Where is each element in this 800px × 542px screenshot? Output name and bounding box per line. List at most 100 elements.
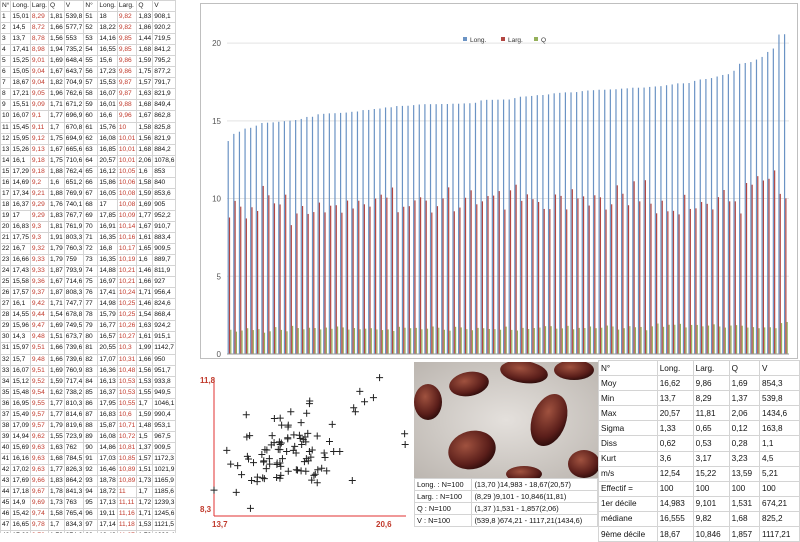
bar-long <box>592 90 595 354</box>
stats-cell: 3,17 <box>692 450 730 467</box>
measure-cell: 9,3 <box>29 220 49 233</box>
measure-cell: 30 <box>0 331 12 344</box>
bar-q <box>685 327 687 354</box>
measure-cell: 11 <box>0 121 12 134</box>
stats-cell: 1117,21 <box>759 526 800 542</box>
measure-cell: 1,61 <box>136 331 154 344</box>
bar-q <box>426 328 429 354</box>
measure-cell: 1,69 <box>47 364 65 377</box>
measure-cell: 1,99 <box>136 342 154 355</box>
measure-cell: 62 <box>83 132 99 145</box>
stats-cell: 854,3 <box>759 375 800 392</box>
measure-cell: 17,95 <box>97 397 118 410</box>
measure-cell: 10,21 <box>116 265 138 278</box>
stats-cell: Long. <box>656 359 694 377</box>
scatter-point <box>265 455 273 463</box>
measure-cell: 41 <box>0 452 12 465</box>
measure-cell: 10,08 <box>116 198 138 211</box>
bar-q <box>438 327 440 354</box>
scatter-point <box>278 455 286 463</box>
bar-q <box>348 329 350 354</box>
measure-cell: 10,53 <box>116 386 138 399</box>
bar-larg <box>346 200 349 354</box>
measure-cell: 1,69 <box>47 55 65 68</box>
bar-long <box>705 79 707 354</box>
measure-cell: 1245,6 <box>152 508 177 521</box>
measure-cell: 82 <box>83 353 99 366</box>
measure-cell: 11,16 <box>116 508 138 521</box>
measure-cell: 16,6 <box>97 110 118 123</box>
bar-q <box>381 330 384 354</box>
scatter-point <box>325 438 333 446</box>
measure-cell: 853 <box>152 165 177 178</box>
measure-cell: 1,58 <box>47 508 65 521</box>
bar-long <box>463 103 465 354</box>
measure-cell: 10,81 <box>116 441 138 454</box>
measure-cell: 1,72 <box>136 497 154 510</box>
bar-long <box>604 89 606 354</box>
stats-row: Kurt 3,6 3,17 3,23 4,5 <box>598 450 800 467</box>
measurement-row: 45 14,9 9,69 1,73 763 95 17,13 11,11 1,72 1239,3 <box>0 497 177 510</box>
bar-larg <box>403 206 405 354</box>
measure-cell: 1,91 <box>47 231 65 245</box>
measure-cell: 15,01 <box>10 11 31 24</box>
stats-cell: N° <box>598 359 658 377</box>
measure-cell: 9,05 <box>29 88 49 101</box>
stats-cell: Diss <box>598 435 658 452</box>
stats-cell: 16,62 <box>656 375 694 392</box>
measurement-row: 1 15,01 8,29 1,81 539,8 51 18 9,82 1,83 908,1 <box>0 11 177 24</box>
measure-cell: 14,3 <box>10 331 31 344</box>
scatter-xmax-label: 20,6 <box>376 520 392 529</box>
bar-larg <box>296 213 298 354</box>
bar-long <box>699 79 701 354</box>
bar-larg <box>419 197 422 354</box>
stats-cell: 3,6 <box>656 450 694 467</box>
bar-long <box>654 86 656 355</box>
bar-q <box>775 328 777 354</box>
bar-larg <box>363 204 365 354</box>
bar-larg <box>751 184 753 354</box>
stats-cell: 1,531 <box>728 495 761 512</box>
measure-cell: 16,12 <box>97 165 118 178</box>
bar-larg <box>762 180 764 354</box>
bar-larg <box>307 213 309 354</box>
measure-cell: 1,57 <box>136 77 154 90</box>
measure-cell: 671,2 <box>63 99 85 112</box>
range-value: (539,8 )674,21 - 1117,21(1434,6) <box>471 514 598 527</box>
measure-cell: 10,01 <box>116 143 138 156</box>
bar-long <box>772 48 774 354</box>
measure-cell: 96 <box>83 508 99 521</box>
measure-cell: 909,5 <box>152 243 177 256</box>
measure-cell: 1,71 <box>136 508 154 521</box>
measure-cell: 1,63 <box>47 441 65 454</box>
stats-cell: 163,8 <box>759 420 800 437</box>
measure-cell: 14,86 <box>97 441 118 454</box>
measure-cell: 769,9 <box>63 187 85 200</box>
bar-long <box>783 34 786 354</box>
measure-cell: 1,66 <box>136 353 154 366</box>
measure-cell: 949,5 <box>152 386 177 399</box>
bar-q <box>455 326 457 354</box>
measure-cell: 75 <box>83 276 99 289</box>
measure-cell: 10,3 <box>116 342 138 355</box>
bar-larg <box>436 206 439 354</box>
bar-q <box>764 327 766 354</box>
measure-cell: 1,96 <box>47 88 65 101</box>
measurement-row: 14 16,1 9,18 1,75 710,6 64 20,57 10,01 2,06 1078,… <box>0 154 177 167</box>
measure-cell: 1,54 <box>136 309 154 322</box>
measure-cell: 915,1 <box>152 331 177 344</box>
range-value: (8,29 )9,101 - 10,846(11,81) <box>471 490 598 503</box>
measure-cell: 9,29 <box>29 209 49 222</box>
scatter-point <box>313 479 321 487</box>
bar-q <box>235 331 238 354</box>
measure-cell: 53 <box>83 33 99 46</box>
scatter-point <box>351 408 359 416</box>
measure-cell: 16,37 <box>97 386 118 399</box>
measure-cell: 767,7 <box>63 209 85 222</box>
stats-cell: 1434,6 <box>759 405 800 422</box>
bar-long <box>491 99 493 354</box>
measure-cell: 65 <box>83 165 99 178</box>
measure-cell: 795,2 <box>152 55 177 68</box>
bar-long <box>446 104 448 354</box>
measure-cell: 88 <box>83 419 99 432</box>
